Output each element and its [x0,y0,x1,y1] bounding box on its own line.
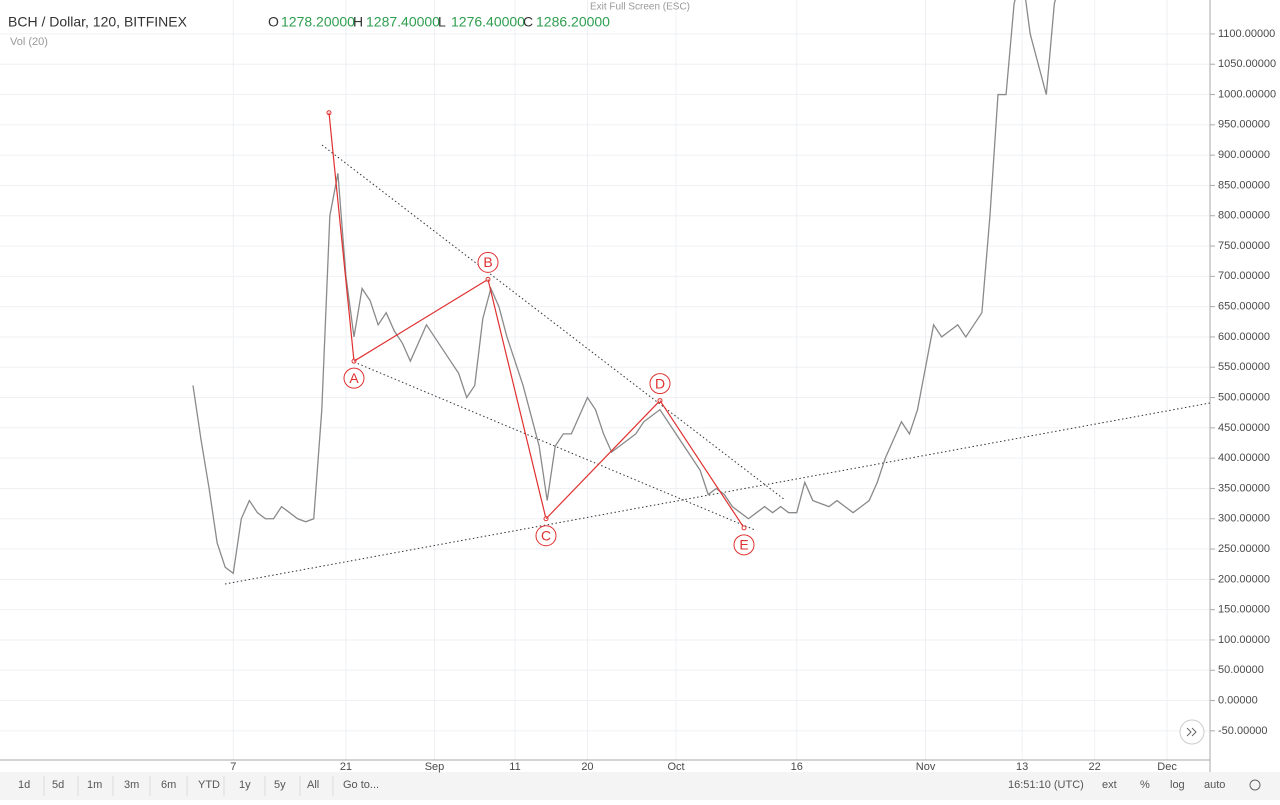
toolbar: 1d 5d 1m 3m 6m YTD 1y 5y All Go to... 16:51:10 (UT… [18,776,1261,796]
y-tick-label: 550.00000 [1218,361,1270,373]
range-button[interactable]: 5y [274,779,286,791]
pattern-label: A [349,370,359,386]
y-tick-label: 400.00000 [1218,452,1270,464]
scroll-icon [1186,727,1197,737]
grid [0,0,1210,760]
option-button[interactable]: log [1170,779,1185,791]
plot: A B C D E [192,0,1210,585]
y-tick-label: 350.00000 [1218,482,1270,494]
y-tick-label: 1000.00000 [1218,88,1276,100]
ohlc-key: O [268,14,279,30]
goto-button[interactable]: Go to... [343,779,379,791]
symbol: BCH / Dollar, 120, BITFINEX [8,14,188,30]
ohlc-value: 1276.40000 [451,14,525,30]
range-button[interactable]: 1d [18,779,30,791]
pattern-label: E [739,537,748,553]
range-button[interactable]: YTD [198,779,220,791]
x-tick-label: Sep [425,761,445,773]
option-button[interactable]: auto [1204,779,1225,791]
pattern-leg [328,112,355,362]
y-tick-label: 950.00000 [1218,119,1270,131]
y-tick-label: 650.00000 [1218,301,1270,313]
y-tick-label: 1050.00000 [1218,58,1276,70]
x-tick-label: 16 [791,761,803,773]
clock: 16:51:10 (UTC) [1008,779,1084,791]
pattern-badge [535,525,557,547]
pattern-label: B [483,254,492,270]
trendline-upper [321,144,786,501]
pattern-leg [545,400,661,520]
range-button[interactable]: 3m [124,779,139,791]
option-button[interactable]: % [1140,779,1150,791]
pattern-badge [733,534,755,556]
y-tick-label: 500.00000 [1218,391,1270,403]
y-tick-label: 850.00000 [1218,179,1270,191]
y-tick-label: 0.00000 [1218,694,1258,706]
trendline-support [224,402,1210,585]
y-tick-label: 200.00000 [1218,573,1270,585]
y-tick-label: 1100.00000 [1218,28,1275,40]
y-tick-label: 100.00000 [1218,634,1270,646]
x-tick-label: Dec [1157,761,1177,773]
y-tick-label: -50.00000 [1218,725,1268,737]
x-tick-label: Nov [916,761,936,773]
x-tick-label: Oct [667,761,684,773]
x-tick-label: 13 [1016,761,1028,773]
x-tick-label: 22 [1088,761,1100,773]
pattern-badge [649,373,671,395]
ohlc-value: 1287.40000 [366,14,440,30]
pattern-badge [477,251,499,273]
trendline-lower [353,361,756,531]
price-line [192,0,1056,575]
pattern-badge [343,367,365,389]
y-tick-label: 50.00000 [1218,664,1264,676]
range-button[interactable]: 1m [87,779,102,791]
pattern-leg [353,278,489,362]
y-tick-label: 300.00000 [1218,513,1270,525]
ohlc-key: L [438,14,446,30]
option-button[interactable]: ext [1102,779,1117,791]
pattern-leg [659,400,745,529]
range-button[interactable]: 6m [161,779,176,791]
range-button[interactable]: All [307,779,319,791]
pattern-label: D [655,375,665,391]
ohlc-key: H [353,14,363,30]
ohlc-value: 1286.20000 [536,14,610,30]
range-button[interactable]: 1y [239,779,251,791]
y-tick-label: 150.00000 [1218,604,1270,616]
ohlc-value: 1278.20000 [281,14,355,30]
pattern-label: C [541,527,551,543]
y-tick-label: 750.00000 [1218,240,1270,252]
volume-label: Vol (20) [10,36,48,48]
settings-icon [1249,779,1261,791]
pattern-leg [487,279,547,519]
y-tick-label: 450.00000 [1218,422,1270,434]
y-tick-label: 900.00000 [1218,149,1270,161]
y-tick-label: 700.00000 [1218,270,1270,282]
y-tick-label: 600.00000 [1218,331,1270,343]
x-tick-label: 11 [509,761,520,773]
scroll-button[interactable] [1179,719,1205,745]
x-tick-label: 20 [581,761,593,773]
pattern-vertex [741,525,747,531]
x-tick-label: 7 [230,761,236,773]
y-tick-label: 250.00000 [1218,543,1270,555]
ohlc-key: C [523,14,533,30]
y-tick-label: 800.00000 [1218,210,1270,222]
bottom-toolbar [0,772,1280,800]
x-tick-label: 21 [340,761,352,773]
exit-fullscreen[interactable]: Exit Full Screen (ESC) [590,2,690,13]
range-button[interactable]: 5d [52,779,64,791]
